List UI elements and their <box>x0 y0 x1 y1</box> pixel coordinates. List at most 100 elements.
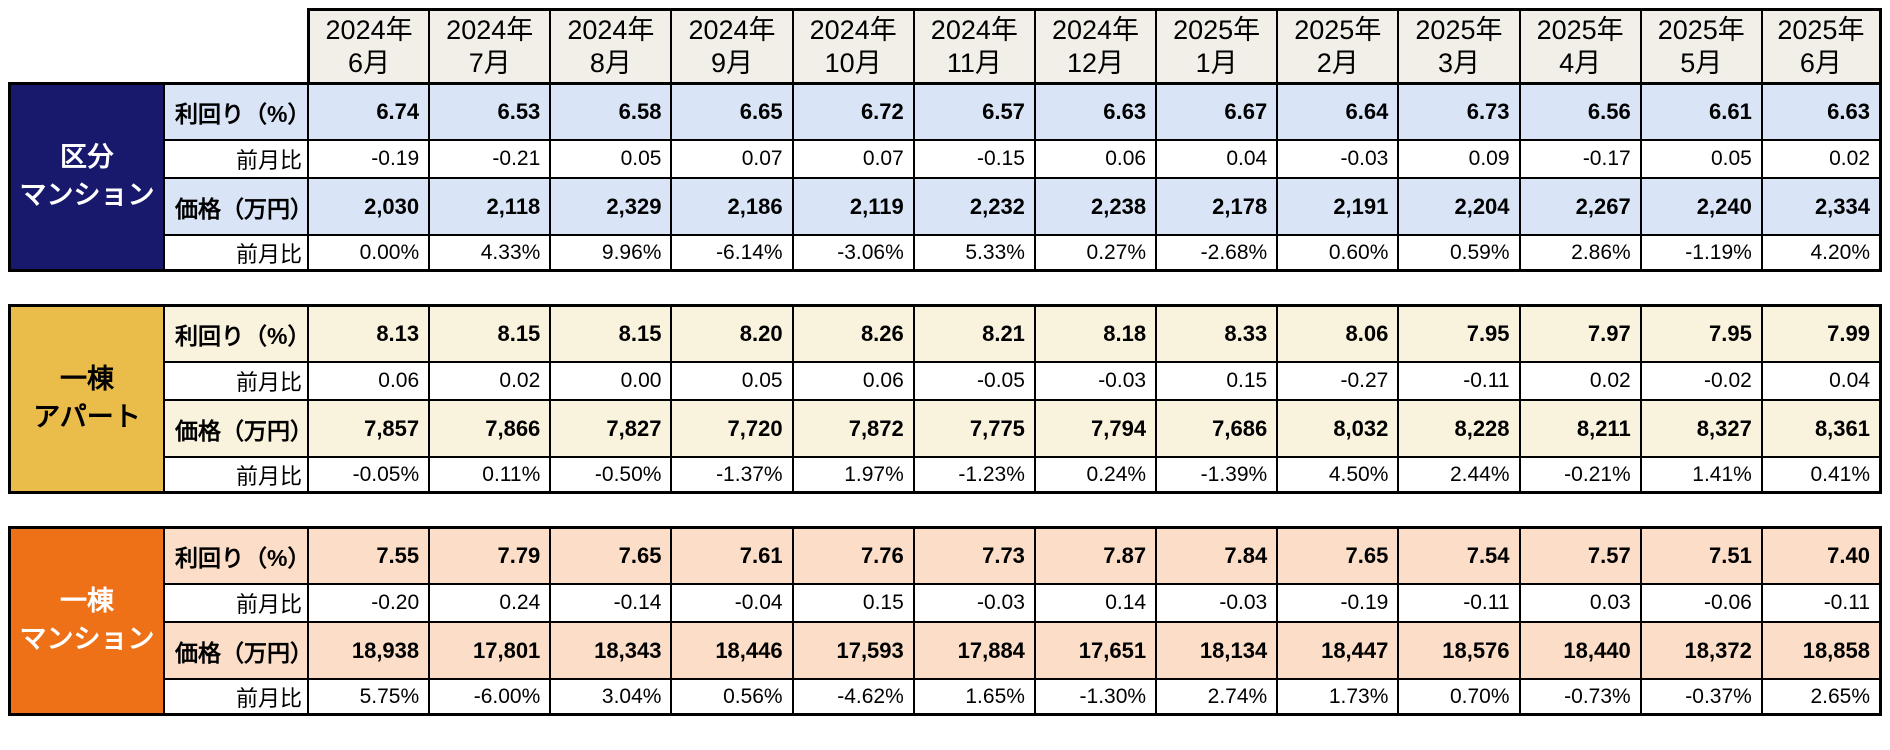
value-cell: 8,327 <box>1639 399 1761 456</box>
value-cell: 17,884 <box>912 621 1034 678</box>
value-cell: 7,794 <box>1033 399 1156 456</box>
value-cell: 6.53 <box>428 82 550 139</box>
value-cell: -0.11 <box>1760 583 1882 621</box>
sections-container: 区分 マンション 利回り（%） 6.74 6.53 6.58 6.65 6.72 6.57 6.6… <box>8 82 1882 716</box>
section-header: 区分 マンション <box>8 82 163 272</box>
value-cell: 2,118 <box>428 177 550 234</box>
value-cell: 8.33 <box>1155 304 1277 361</box>
row-label: 利回り（%） <box>163 304 307 361</box>
value-cell: 18,938 <box>307 621 429 678</box>
value-cell: -1.30% <box>1033 678 1156 716</box>
value-cell: 4.50% <box>1276 456 1398 494</box>
value-cell: -0.14 <box>549 583 671 621</box>
value-cell: 6.72 <box>791 82 913 139</box>
value-cell: 0.59% <box>1397 234 1519 272</box>
corner-spacer <box>8 8 307 82</box>
value-cell: 0.06 <box>791 361 913 399</box>
value-cell: 2,186 <box>670 177 792 234</box>
value-cell: -0.03 <box>1276 139 1398 177</box>
value-cell: 8.20 <box>670 304 792 361</box>
value-cell: 18,134 <box>1155 621 1277 678</box>
value-cell: 3.04% <box>549 678 671 716</box>
value-cell: -1.39% <box>1155 456 1277 494</box>
value-cell: 0.56% <box>670 678 792 716</box>
row-label: 前月比 <box>163 678 307 716</box>
value-cell: 8,211 <box>1518 399 1640 456</box>
section-itto-apart: 一棟 アパート 利回り（%） 8.13 8.15 8.15 8.20 8.26 8.21 8.18… <box>8 304 1882 494</box>
value-cell: 2,204 <box>1397 177 1519 234</box>
month-year: 2024年 <box>446 15 534 46</box>
value-cell: -0.11 <box>1397 361 1519 399</box>
row-label: 利回り（%） <box>163 526 307 583</box>
value-cell: 2.44% <box>1397 456 1519 494</box>
value-cell: 2,119 <box>791 177 913 234</box>
value-cell: 0.05 <box>670 361 792 399</box>
value-cell: 17,801 <box>428 621 550 678</box>
value-cell: 18,446 <box>670 621 792 678</box>
value-cell: 6.61 <box>1639 82 1761 139</box>
value-cell: -0.73% <box>1518 678 1640 716</box>
value-cell: 5.75% <box>307 678 429 716</box>
value-cell: -1.37% <box>670 456 792 494</box>
value-cell: 1.97% <box>791 456 913 494</box>
value-cell: 7,686 <box>1155 399 1277 456</box>
value-cell: 18,343 <box>549 621 671 678</box>
value-cell: 8,032 <box>1276 399 1398 456</box>
row-label: 前月比 <box>163 234 307 272</box>
value-cell: 0.00% <box>307 234 429 272</box>
value-cell: 8.15 <box>428 304 550 361</box>
section-header-line: 区分 <box>60 142 114 173</box>
value-cell: 0.06 <box>307 361 429 399</box>
value-cell: 7,775 <box>912 399 1034 456</box>
month-year: 2025年 <box>1777 15 1865 46</box>
section-header-line: 一棟 <box>60 586 114 617</box>
row-label: 前月比 <box>163 361 307 399</box>
month-year: 2024年 <box>809 15 897 46</box>
month-label: 9月 <box>711 47 754 78</box>
value-cell: 18,440 <box>1518 621 1640 678</box>
month-label: 4月 <box>1559 47 1602 78</box>
value-cell: 7.84 <box>1155 526 1277 583</box>
value-cell: 6.63 <box>1033 82 1156 139</box>
section-header-line: アパート <box>33 402 141 432</box>
value-cell: -0.37% <box>1639 678 1761 716</box>
month-label: 11月 <box>946 47 1002 78</box>
value-cell: 7,827 <box>549 399 671 456</box>
value-cell: 0.27% <box>1033 234 1156 272</box>
value-cell: 7.54 <box>1397 526 1519 583</box>
value-cell: 0.24 <box>428 583 550 621</box>
value-cell: 18,372 <box>1639 621 1761 678</box>
month-header-cell: 2025年 4月 <box>1518 8 1640 82</box>
value-cell: 7.87 <box>1033 526 1156 583</box>
row-label: 前月比 <box>163 583 307 621</box>
month-header-cell: 2025年 6月 <box>1760 8 1882 82</box>
section-header-line: マンション <box>19 180 155 210</box>
value-cell: -0.15 <box>912 139 1034 177</box>
value-cell: -0.17 <box>1518 139 1640 177</box>
value-cell: -0.05% <box>307 456 429 494</box>
value-cell: -0.06 <box>1639 583 1761 621</box>
month-header-cell: 2025年 3月 <box>1397 8 1519 82</box>
value-cell: 18,447 <box>1276 621 1398 678</box>
month-header-cell: 2025年 2月 <box>1276 8 1398 82</box>
value-cell: 0.02 <box>1760 139 1882 177</box>
value-cell: 6.64 <box>1276 82 1398 139</box>
value-cell: -0.20 <box>307 583 429 621</box>
month-year: 2024年 <box>1051 15 1140 46</box>
value-cell: 2.86% <box>1518 234 1640 272</box>
value-cell: 7.76 <box>791 526 913 583</box>
value-cell: 2,232 <box>912 177 1034 234</box>
value-cell: 8.06 <box>1276 304 1398 361</box>
value-cell: -6.00% <box>428 678 550 716</box>
value-cell: 2,030 <box>307 177 429 234</box>
section-header-line: 一棟 <box>60 364 114 395</box>
value-cell: -0.03 <box>912 583 1034 621</box>
value-cell: 7.99 <box>1760 304 1882 361</box>
section-header-line: マンション <box>19 624 155 654</box>
value-cell: 0.07 <box>670 139 792 177</box>
value-cell: 1.73% <box>1276 678 1398 716</box>
value-cell: -0.21% <box>1518 456 1640 494</box>
value-cell: -1.23% <box>912 456 1034 494</box>
month-year: 2025年 <box>1415 15 1503 46</box>
month-label: 8月 <box>589 47 632 78</box>
